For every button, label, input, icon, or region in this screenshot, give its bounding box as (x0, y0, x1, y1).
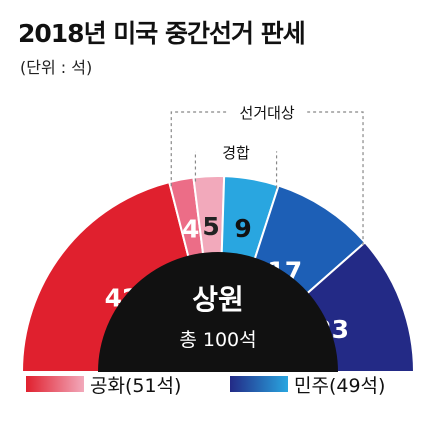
legend-label-republican: 공화(51석) (90, 375, 182, 397)
center-group: 상원총 100석 (98, 252, 338, 372)
unit-note: (단위 : 석) (20, 58, 93, 77)
bracket-label-0: 선거대상 (240, 104, 295, 122)
bracket-label-bg-0 (227, 100, 308, 122)
legend-swatch-democrat (230, 376, 288, 392)
center-subtitle: 총 100석 (179, 329, 256, 351)
segment-label-2: 5 (202, 212, 219, 241)
center-title: 상원 (192, 283, 244, 316)
chart-title: 2018년 미국 중간선거 판세 (18, 19, 306, 48)
bracket-label-1: 경합 (222, 144, 250, 162)
legend-label-democrat: 민주(49석) (294, 375, 386, 397)
legend-swatch-republican (26, 376, 84, 392)
segment-label-1: 4 (182, 215, 199, 244)
bracket-label-bg-1 (196, 140, 277, 162)
segment-label-3: 9 (234, 214, 251, 243)
bracket-line-1 (194, 151, 278, 190)
center-half-circle (98, 252, 338, 372)
